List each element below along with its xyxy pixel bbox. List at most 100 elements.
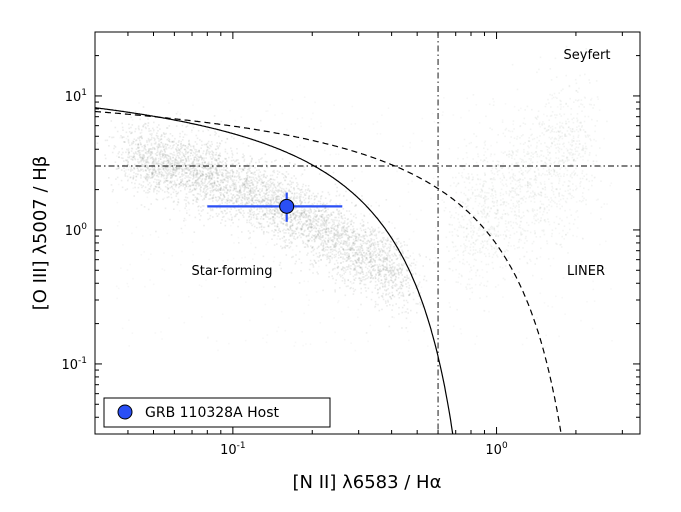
galaxy-point [399, 291, 401, 294]
galaxy-point [396, 258, 398, 260]
galaxy-point [372, 231, 375, 233]
galaxy-point [215, 167, 217, 169]
galaxy-point [385, 274, 387, 276]
galaxy-point [154, 148, 156, 151]
galaxy-point [301, 185, 304, 188]
galaxy-point [173, 208, 175, 210]
galaxy-point [293, 195, 296, 197]
galaxy-point [363, 262, 366, 264]
galaxy-point [196, 175, 198, 178]
galaxy-point [177, 155, 180, 157]
galaxy-point [169, 170, 172, 172]
galaxy-point [259, 203, 262, 205]
galaxy-point [239, 185, 241, 187]
galaxy-point [387, 288, 389, 290]
galaxy-point [308, 224, 310, 226]
galaxy-point [208, 150, 210, 153]
galaxy-point [323, 217, 325, 220]
galaxy-point [506, 185, 508, 187]
galaxy-point [146, 160, 148, 163]
galaxy-point [148, 150, 150, 152]
galaxy-point [146, 179, 148, 181]
galaxy-point [171, 180, 173, 183]
galaxy-point [251, 187, 254, 189]
galaxy-point [579, 185, 582, 188]
galaxy-point [329, 231, 331, 233]
galaxy-point [429, 258, 431, 261]
galaxy-point [280, 196, 282, 199]
galaxy-point [534, 175, 537, 177]
galaxy-point [209, 217, 211, 220]
galaxy-point [200, 174, 202, 177]
galaxy-point [315, 227, 317, 230]
galaxy-point [223, 215, 225, 218]
galaxy-point [574, 173, 576, 175]
galaxy-point [332, 211, 334, 213]
galaxy-point [274, 286, 276, 288]
galaxy-point [262, 200, 265, 203]
galaxy-point [205, 167, 207, 169]
galaxy-point [394, 227, 396, 229]
galaxy-point [257, 200, 259, 202]
galaxy-point [189, 165, 191, 168]
galaxy-point [181, 151, 183, 154]
galaxy-point [357, 236, 360, 239]
galaxy-point [143, 165, 145, 167]
galaxy-point [343, 225, 345, 227]
galaxy-point [153, 189, 155, 191]
galaxy-point [508, 166, 510, 169]
galaxy-point [357, 257, 360, 259]
galaxy-point [157, 147, 159, 150]
galaxy-point [518, 271, 520, 274]
galaxy-point [362, 242, 365, 245]
galaxy-point [317, 233, 319, 236]
galaxy-point [288, 190, 290, 192]
galaxy-point [267, 188, 270, 190]
galaxy-point [337, 234, 339, 237]
galaxy-point [181, 170, 184, 172]
galaxy-point [232, 163, 234, 166]
galaxy-point [513, 244, 515, 247]
galaxy-point [295, 200, 297, 202]
galaxy-point [322, 247, 325, 249]
galaxy-point [192, 160, 195, 163]
galaxy-point [310, 223, 313, 225]
galaxy-point [361, 244, 363, 247]
galaxy-point [193, 158, 196, 160]
galaxy-point [378, 274, 380, 276]
galaxy-point [147, 174, 150, 176]
galaxy-point [386, 258, 388, 261]
galaxy-point [332, 211, 335, 214]
galaxy-point [515, 154, 518, 156]
galaxy-point [147, 167, 149, 170]
galaxy-point [356, 228, 358, 231]
galaxy-point [169, 218, 171, 221]
galaxy-point [175, 142, 177, 145]
galaxy-point [134, 110, 137, 113]
galaxy-point [397, 288, 399, 290]
galaxy-point [271, 209, 274, 211]
galaxy-point [151, 133, 153, 135]
galaxy-point [413, 258, 415, 261]
galaxy-point [193, 170, 196, 172]
galaxy-point [278, 211, 281, 214]
galaxy-point [317, 232, 320, 234]
galaxy-point [223, 189, 226, 191]
galaxy-point [145, 176, 148, 179]
galaxy-point [370, 233, 372, 235]
galaxy-point [354, 242, 356, 245]
galaxy-point [261, 180, 263, 182]
galaxy-point [131, 158, 134, 161]
galaxy-point [514, 213, 517, 216]
galaxy-point [295, 232, 297, 235]
galaxy-point [217, 180, 219, 183]
galaxy-point [367, 203, 369, 206]
galaxy-point [316, 233, 319, 236]
galaxy-point [363, 214, 365, 217]
galaxy-point [272, 234, 275, 237]
galaxy-point [290, 221, 292, 223]
galaxy-point [325, 227, 328, 230]
galaxy-point [130, 168, 132, 171]
galaxy-point [143, 159, 146, 162]
galaxy-point [398, 287, 401, 290]
